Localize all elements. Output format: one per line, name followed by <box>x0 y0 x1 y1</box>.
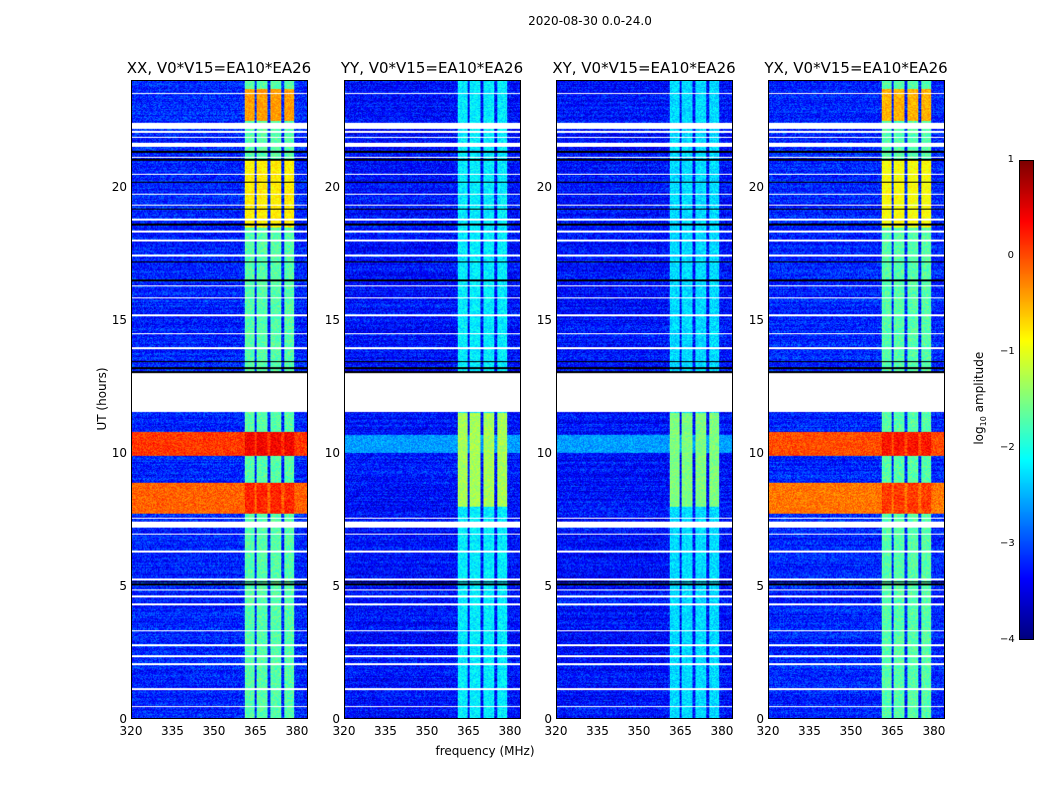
colorbar <box>1019 160 1034 640</box>
heatmap-image <box>769 81 944 718</box>
heatmap-image <box>132 81 307 718</box>
colorbar-tick-label: −4 <box>1000 634 1015 645</box>
colorbar-tick-label: 0 <box>1007 250 1014 261</box>
y-tick-label: 0 <box>544 712 552 726</box>
x-tick-label: 335 <box>161 724 184 738</box>
panel-title: XY, V0*V15=EA10*EA26 <box>552 59 736 77</box>
y-tick-label: 15 <box>324 312 340 327</box>
y-tick-label: 0 <box>756 712 764 726</box>
colorbar-tick-label: 1 <box>1007 154 1014 165</box>
x-tick-label: 335 <box>798 724 821 738</box>
y-tick-label: 5 <box>119 578 127 593</box>
colorbar-tick-label: −3 <box>1000 538 1015 549</box>
panel-title: YX, V0*V15=EA10*EA26 <box>764 59 948 77</box>
waterfall-panel-3 <box>768 80 945 719</box>
x-tick-label: 350 <box>839 724 863 738</box>
x-tick-label: 380 <box>498 724 522 738</box>
waterfall-panel-2 <box>556 80 733 719</box>
x-tick-label: 365 <box>244 724 267 738</box>
x-tick-label: 320 <box>119 724 143 738</box>
waterfall-panel-1 <box>344 80 521 719</box>
y-axis-label: UT (hours) <box>95 367 109 431</box>
y-tick-label: 20 <box>748 179 764 194</box>
x-tick-label: 365 <box>457 724 480 738</box>
x-tick-label: 350 <box>202 724 226 738</box>
colorbar-tick-label: −2 <box>1000 442 1015 453</box>
y-tick-label: 5 <box>756 578 764 593</box>
heatmap-image <box>345 81 520 718</box>
x-tick-label: 350 <box>415 724 439 738</box>
y-tick-label: 5 <box>544 578 552 593</box>
x-tick-label: 320 <box>756 724 780 738</box>
x-tick-label: 335 <box>586 724 609 738</box>
y-tick-label: 5 <box>332 578 340 593</box>
y-tick-label: 15 <box>536 312 552 327</box>
y-tick-label: 0 <box>119 712 127 726</box>
x-axis-label: frequency (MHz) <box>435 744 535 758</box>
colorbar-tick-label: −1 <box>1000 346 1015 357</box>
y-tick-label: 10 <box>324 445 340 460</box>
y-tick-label: 15 <box>111 312 127 327</box>
x-tick-label: 350 <box>627 724 651 738</box>
y-tick-label: 10 <box>111 445 127 460</box>
x-tick-label: 380 <box>285 724 309 738</box>
colorbar-label: log10 amplitude <box>971 351 989 445</box>
y-tick-label: 10 <box>748 445 764 460</box>
x-tick-label: 380 <box>922 724 946 738</box>
panel-title: YY, V0*V15=EA10*EA26 <box>340 59 524 77</box>
heatmap-image <box>557 81 732 718</box>
y-tick-label: 20 <box>536 179 552 194</box>
x-tick-label: 320 <box>332 724 356 738</box>
panel-title: XX, V0*V15=EA10*EA26 <box>126 59 312 77</box>
x-tick-label: 380 <box>710 724 734 738</box>
y-tick-label: 20 <box>324 179 340 194</box>
y-tick-label: 0 <box>332 712 340 726</box>
y-tick-label: 10 <box>536 445 552 460</box>
y-tick-label: 20 <box>111 179 127 194</box>
y-tick-label: 15 <box>748 312 764 327</box>
x-tick-label: 320 <box>544 724 568 738</box>
x-tick-label: 335 <box>374 724 397 738</box>
x-tick-label: 365 <box>881 724 904 738</box>
waterfall-panel-0 <box>131 80 308 719</box>
x-tick-label: 365 <box>669 724 692 738</box>
figure-title: 2020-08-30 0.0-24.0 <box>528 14 652 28</box>
